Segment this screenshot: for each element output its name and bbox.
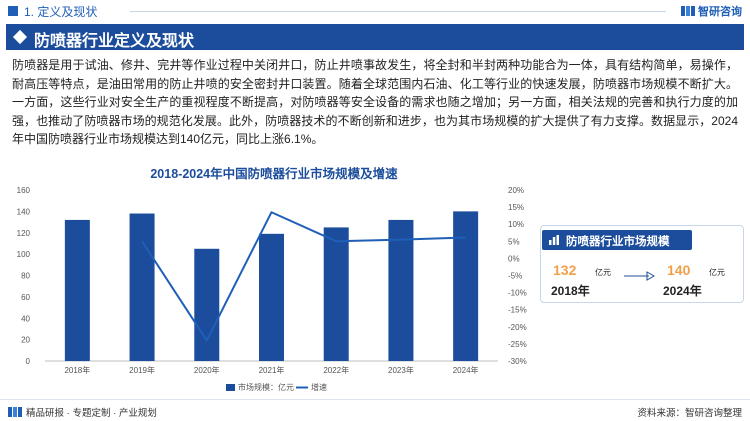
- start-year: 2018年: [551, 284, 590, 298]
- header-rule: [130, 11, 666, 12]
- x-tick-label: 2020年: [194, 365, 220, 375]
- y-left-tick-label: 80: [21, 272, 30, 281]
- y-left-tick-label: 60: [21, 293, 30, 302]
- y-right-tick-label: -25%: [508, 340, 527, 349]
- y-left-tick-label: 120: [17, 229, 31, 238]
- title-bar: 防喷器行业定义及现状: [6, 24, 744, 50]
- footer-source: 资料来源：智研咨询整理: [637, 408, 742, 419]
- x-tick-label: 2024年: [453, 365, 479, 375]
- bar: [64, 219, 90, 361]
- x-tick-label: 2022年: [323, 365, 349, 375]
- bar: [388, 219, 414, 361]
- y-right-tick-label: 0%: [508, 254, 520, 263]
- chart-title: 2018-2024年中国防喷器行业市场规模及增速: [150, 167, 398, 181]
- page-title: 防喷器行业定义及现状: [34, 33, 195, 50]
- brand: 智研咨询: [681, 4, 742, 18]
- x-tick-label: 2023年: [388, 365, 414, 375]
- section-marker: [8, 6, 18, 16]
- bar: [194, 248, 220, 361]
- y-right-tick-label: 15%: [508, 203, 524, 212]
- bar: [129, 213, 155, 361]
- y-left-tick-label: 40: [21, 314, 30, 323]
- legend-bar-swatch: [226, 384, 235, 391]
- y-right-tick-label: 5%: [508, 237, 520, 246]
- brand-name: 智研咨询: [698, 6, 742, 18]
- y-left-tick-label: 100: [17, 250, 31, 259]
- y-left-tick-label: 160: [17, 186, 31, 195]
- y-right-tick-label: 20%: [508, 186, 524, 195]
- y-left-tick-label: 0: [26, 357, 31, 366]
- legend-bar-label: 市场规模：亿元: [238, 382, 294, 392]
- market-size-panel: 防喷器行业市场规模 132 亿元 2018年 140 亿元 2024年: [540, 225, 744, 303]
- y-left-tick-label: 140: [17, 207, 31, 216]
- end-value: 140: [667, 262, 691, 278]
- bar: [453, 211, 479, 361]
- panel-header: 防喷器行业市场规模: [542, 230, 692, 250]
- footer-logo-icon: [8, 407, 22, 417]
- x-tick-label: 2018年: [64, 365, 90, 375]
- legend-line-label: 增速: [311, 382, 327, 392]
- bar-chart-icon: [549, 235, 559, 245]
- brand-logo-icon: [681, 6, 695, 16]
- top-header: 1. 定义及现状 智研咨询: [0, 0, 750, 22]
- growth-line: [141, 211, 466, 342]
- footer-left: 精品研报 · 专题定制 · 产业规划: [8, 405, 157, 419]
- y-right-tick-label: -10%: [508, 289, 527, 298]
- bar: [259, 233, 284, 361]
- y-right-tick-label: -30%: [508, 357, 527, 366]
- start-value: 132: [553, 262, 577, 278]
- y-right-tick-label: -20%: [508, 323, 527, 332]
- end-year: 2024年: [663, 284, 702, 298]
- bar: [323, 227, 349, 361]
- y-right-tick-label: -15%: [508, 306, 527, 315]
- market-size-chart: 0 20 40 60 80 100 120 140 160 -30% -25% -20% -15% -10…: [17, 186, 527, 392]
- footer-tagline: 精品研报 · 专题定制 · 产业规划: [26, 408, 157, 419]
- section-title: 1. 定义及现状: [24, 5, 98, 19]
- start-unit: 亿元: [595, 268, 611, 277]
- end-unit: 亿元: [709, 268, 725, 277]
- x-tick-label: 2021年: [259, 365, 285, 375]
- y-left-tick-label: 20: [21, 336, 30, 345]
- footer-rule: [0, 399, 750, 400]
- x-tick-label: 2019年: [129, 365, 155, 375]
- intro-paragraph: 防喷器是用于试油、修井、完井等作业过程中关闭井口，防止井喷事故发生，将全封和半封…: [12, 58, 738, 147]
- y-right-tick-label: -5%: [508, 272, 522, 281]
- arrow-right-icon: [624, 271, 655, 281]
- diamond-icon: [12, 29, 28, 45]
- panel-title: 防喷器行业市场规模: [566, 236, 670, 248]
- y-right-tick-label: 10%: [508, 220, 524, 229]
